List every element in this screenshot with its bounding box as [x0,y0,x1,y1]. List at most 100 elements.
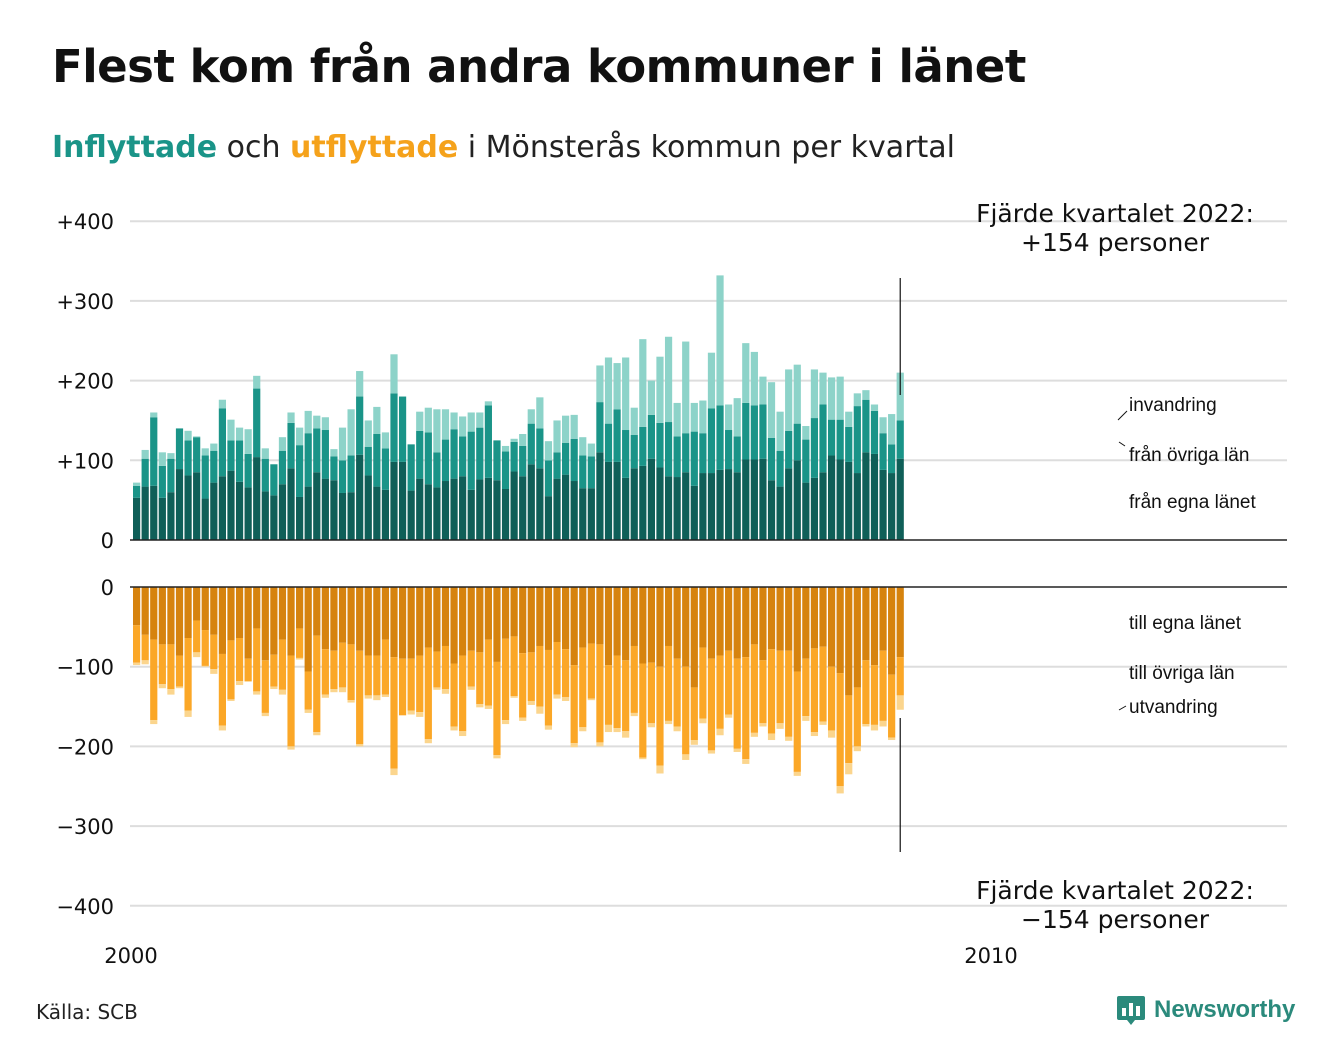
bar-out-egna [210,587,218,635]
bar-out-ovriga [570,665,578,744]
bar-in-egna [888,473,896,540]
bar-out-egna [193,587,201,621]
bar-in-ovriga [493,440,501,481]
bar-in-ovriga [536,428,544,469]
bar-out-ovriga [579,647,587,728]
bar-out-ovriga [459,655,467,732]
bar-out-utvandring [656,765,664,774]
bar-out-ovriga [210,634,218,670]
bar-out-utvandring [133,662,141,666]
series-label-till-egna-lanet: till egna länet [1129,613,1242,634]
bar-out-utvandring [682,754,690,760]
bar-out-egna [544,587,553,650]
bar-out-egna [596,587,604,645]
bar-in-egna [776,486,784,540]
bar-in-invandring [261,448,269,459]
bar-in-egna [441,481,450,540]
bar-in-invandring [553,420,561,453]
bar-in-invandring [579,437,587,456]
bar-in-ovriga [450,429,458,479]
bar-in-ovriga [381,448,390,490]
series-label-fran-egna-lanet: från egna länet [1129,492,1256,513]
bar-out-egna [750,587,758,645]
bar-in-invandring [707,352,716,409]
bar-out-ovriga [630,645,638,713]
bar-out-utvandring [287,746,295,750]
bar-in-invandring [424,407,432,433]
bar-in-egna [416,478,424,540]
bar-in-egna [845,461,853,540]
bar-in-ovriga [150,417,158,486]
bar-in-invandring [501,445,510,452]
chart-title: Flest kom från andra kommuner i länet [52,40,1026,93]
bar-in-invandring [673,402,681,437]
bar-in-invandring [742,343,750,403]
bar-in-invandring [381,432,390,449]
bar-in-egna [836,459,844,540]
bar-out-utvandring [493,755,501,759]
bar-out-egna [819,587,827,647]
bar-out-ovriga [519,653,527,718]
bar-out-egna [570,587,578,666]
bar-out-egna [381,587,390,640]
bar-out-ovriga [287,655,295,747]
bar-out-utvandring [484,705,492,709]
bar-in-invandring [476,412,484,428]
bar-in-egna [330,480,338,541]
bar-in-invandring [613,363,621,410]
bar-in-ovriga [690,431,698,486]
bar-in-ovriga [501,451,510,489]
bar-out-utvandring [836,786,844,794]
bar-in-invandring [510,438,518,442]
bar-out-utvandring [467,686,475,690]
bar-out-egna [184,587,192,639]
bar-in-ovriga [707,408,716,474]
bar-in-invandring [562,415,570,443]
bar-out-utvandring [193,652,201,658]
bar-in-invandring [725,404,733,431]
bar-in-invandring [776,411,784,451]
bar-out-egna [407,587,415,659]
bar-out-ovriga [647,662,655,724]
bar-out-egna [330,587,338,651]
bar-out-egna [313,587,321,636]
bar-out-utvandring [347,700,355,703]
bar-out-utvandring [450,726,458,731]
bar-in-ovriga [287,422,295,469]
bar-in-egna [673,477,681,540]
bar-in-ovriga [416,430,424,479]
bar-in-egna [338,492,347,540]
bar-in-ovriga [819,404,827,473]
bar-out-utvandring [210,669,218,674]
annotation-top-line2: +154 personer [1021,228,1210,257]
bar-out-ovriga [441,645,450,690]
bar-in-invandring [347,409,355,456]
bar-in-ovriga [587,456,595,489]
bar-out-ovriga [141,634,149,661]
bar-in-egna [596,452,604,540]
bar-out-utvandring [416,712,424,717]
bar-in-invandring [459,416,467,437]
bar-in-egna [381,489,390,540]
bar-in-ovriga [888,444,896,474]
bar-out-egna [853,587,861,688]
bar-in-invandring [218,399,226,409]
bar-out-egna [287,587,295,656]
bar-out-ovriga [244,658,252,682]
bar-in-egna [313,472,321,540]
bar-out-utvandring [630,712,638,717]
bar-in-ovriga [785,430,793,469]
series-label-utvandring: utvandring [1129,697,1218,718]
bar-out-ovriga [235,638,244,682]
bar-in-invandring [133,482,141,486]
y-tick-label: −200 [56,735,114,759]
bar-out-egna [390,587,398,658]
bar-in-ovriga [544,460,553,497]
bar-out-ovriga [836,673,844,787]
bar-in-ovriga [810,418,819,478]
bar-in-invandring [536,397,544,429]
bar-out-ovriga [484,639,492,706]
bar-out-egna [767,587,776,650]
bar-out-utvandring [244,681,252,682]
